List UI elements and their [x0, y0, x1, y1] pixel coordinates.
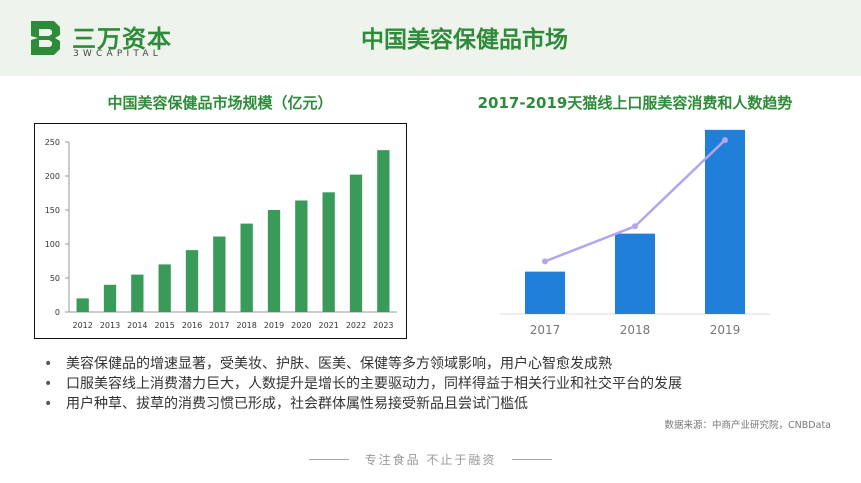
y-tick-label: 150	[45, 206, 60, 215]
x-tick-label: 2014	[127, 321, 147, 330]
bar-2020	[295, 200, 308, 312]
left-chart-frame: 0 50 100 150 200 250 2012 2013 2014 2015 2016 2017 2…	[34, 123, 407, 339]
footer: 专注食品 不止于融资	[0, 449, 861, 468]
bar-2023	[377, 150, 390, 312]
y-tick-label: 250	[45, 138, 60, 147]
footer-divider-left	[309, 459, 350, 460]
bar-2017	[525, 271, 565, 314]
right-chart-title: 2017-2019天猫线上口服美容消费和人数趋势	[477, 94, 793, 112]
x-tick-label: 2012	[72, 321, 92, 330]
brand-logo: 三万资本 3WCAPITAL	[28, 18, 178, 60]
left-chart-title: 中国美容保健品市场规模（亿元）	[107, 94, 333, 112]
bullet-list: 美容保健品的增速显著，受美妆、护肤、医美、保健等多方领域影响，用户心智愈发成熟 …	[44, 354, 844, 414]
x-tick-label: 2021	[318, 321, 338, 330]
data-source: 数据来源：中商产业研究院，CNBData	[664, 420, 831, 431]
y-tick-label: 100	[45, 240, 60, 249]
x-tick-label: 2019	[710, 323, 741, 337]
y-tick-label: 0	[55, 308, 60, 317]
bullet-item: 口服美容线上消费潜力巨大，人数提升是增长的主要驱动力，同样得益于相关行业和社交平…	[44, 374, 844, 394]
tmall-trend-chart: 2017 2018 2019	[500, 129, 770, 337]
bar-2018	[240, 223, 253, 312]
bullet-item: 美容保健品的增速显著，受美妆、护肤、医美、保健等多方领域影响，用户心智愈发成熟	[44, 354, 844, 374]
right-chart-area: 2017 2018 2019	[500, 124, 770, 342]
brand-subtitle: 3WCAPITAL	[73, 49, 162, 59]
bar-2019	[267, 210, 281, 312]
bar-2015	[158, 264, 171, 312]
bar-2017	[213, 236, 226, 312]
market-size-bar-chart: 0 50 100 150 200 250 2012 2013 2014 2015 2016 2017 2…	[45, 138, 397, 330]
x-tick-label: 2020	[291, 321, 311, 330]
x-tick-label: 2019	[264, 321, 284, 330]
footer-slogan: 专注食品 不止于融资	[364, 453, 497, 467]
bar-2021	[322, 192, 335, 312]
trend-point-2019	[722, 137, 728, 144]
x-tick-label: 2013	[100, 321, 120, 330]
brand-name: 三万资本	[72, 25, 172, 53]
x-tick-label: 2023	[373, 321, 393, 330]
y-tick-label: 200	[45, 172, 60, 181]
x-tick-label: 2018	[620, 323, 651, 337]
page-title: 中国美容保健品市场	[361, 27, 568, 53]
x-tick-label: 2017	[209, 321, 229, 330]
bar-2013	[103, 284, 117, 312]
bar-2012	[76, 298, 89, 312]
bullet-item: 用户种草、拔草的消费习惯已形成，社会群体属性易接受新品且尝试门槛低	[44, 394, 844, 414]
bar-2019	[705, 129, 745, 314]
x-tick-label: 2022	[346, 321, 366, 330]
y-tick-label: 50	[50, 274, 60, 283]
bar-2014	[131, 274, 144, 312]
x-tick-label: 2015	[154, 321, 174, 330]
trend-point-2018	[632, 223, 638, 230]
x-tick-label: 2018	[236, 321, 256, 330]
footer-divider-right	[511, 459, 552, 460]
bar-2022	[349, 174, 363, 312]
bar-2016	[185, 250, 199, 312]
bar-2018	[615, 233, 655, 314]
trend-point-2017	[542, 258, 548, 265]
header-band: 三万资本 3WCAPITAL 中国美容保健品市场	[0, 0, 861, 76]
brand-logo-icon	[31, 21, 60, 55]
x-tick-label: 2017	[530, 323, 561, 337]
x-tick-label: 2016	[182, 321, 202, 330]
